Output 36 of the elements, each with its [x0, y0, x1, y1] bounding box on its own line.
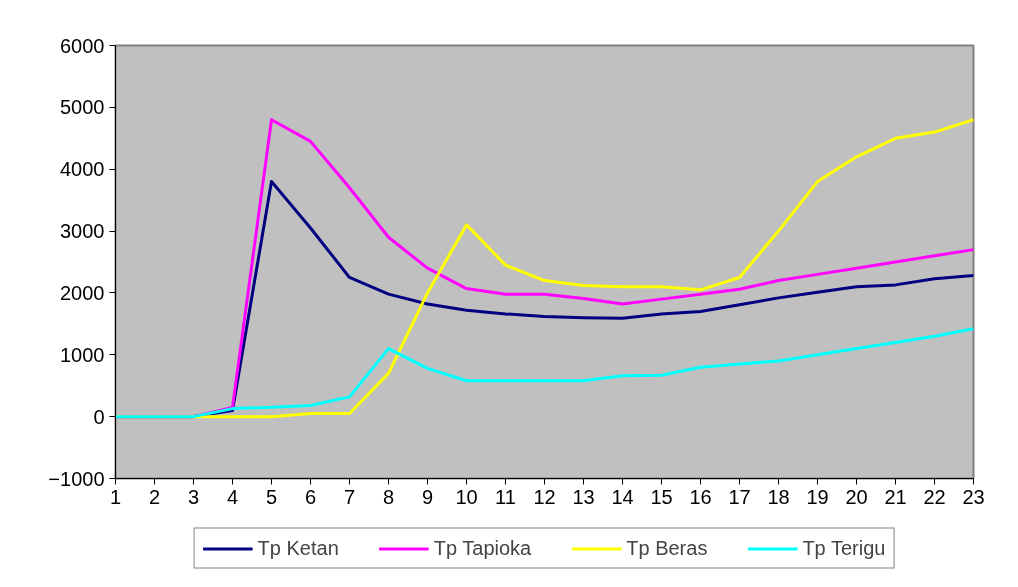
y-tick-label: 1000 — [60, 343, 105, 366]
x-tick-label: 18 — [767, 485, 790, 508]
y-tick-label: 6000 — [60, 34, 105, 57]
x-tick-label: 12 — [533, 485, 556, 508]
x-tick-label: 6 — [304, 485, 317, 508]
legend-label: Tp Terigu — [802, 536, 886, 560]
y-tick-label: 5000 — [60, 96, 105, 119]
x-tick-label: 10 — [455, 485, 478, 508]
x-tick-label: 9 — [421, 485, 434, 508]
x-tick-label: 22 — [923, 485, 946, 508]
legend-label: Tp Ketan — [257, 536, 339, 560]
legend-label: Tp Beras — [626, 536, 708, 560]
x-tick-label: 14 — [611, 485, 634, 508]
legend-label: Tp Tapioka — [433, 536, 532, 560]
x-tick-label: 13 — [572, 485, 595, 508]
x-tick-label: 19 — [806, 485, 829, 508]
x-tick-label: 21 — [884, 485, 907, 508]
x-tick-label: 7 — [343, 485, 356, 508]
x-tick-label: 11 — [495, 485, 516, 508]
x-tick-label: 15 — [650, 485, 673, 508]
y-tick-label: 3000 — [60, 220, 105, 243]
x-tick-label: 1 — [109, 485, 122, 508]
x-tick-label: 16 — [689, 485, 712, 508]
x-tick-label: 4 — [226, 485, 239, 508]
line-series — [115, 327, 974, 419]
x-tick-label: 20 — [845, 485, 868, 508]
y-tick-label: −1000 — [48, 467, 105, 490]
y-tick-label: 4000 — [60, 158, 105, 181]
x-tick-label: 8 — [382, 485, 395, 508]
y-tick-label: 2000 — [60, 281, 105, 304]
x-tick-label: 5 — [265, 485, 278, 508]
x-tick-label: 2 — [148, 485, 161, 508]
y-tick-label: 0 — [93, 405, 105, 428]
x-tick-label: 17 — [728, 485, 751, 508]
x-tick-label: 23 — [962, 485, 985, 508]
x-tick-label: 3 — [187, 485, 200, 508]
